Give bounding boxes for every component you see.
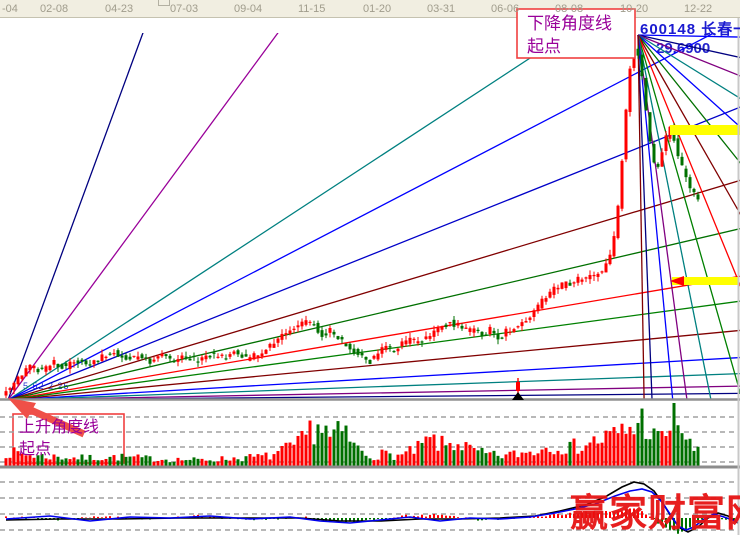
macd-dif-line: [5, 488, 739, 531]
yellow-price-marker[interactable]: [672, 277, 738, 285]
descending-annotation-box[interactable]: [516, 8, 636, 59]
candlestick-series: [4, 45, 700, 398]
event-marker-candle: [516, 382, 520, 391]
axis-date-label: 02-08: [40, 3, 69, 15]
ascending-gann-line[interactable]: [7, 130, 740, 400]
yellow-marker-red-tip: [670, 276, 684, 286]
ascending-gann-line[interactable]: [7, 362, 740, 400]
ascending-gann-line[interactable]: [7, 0, 740, 400]
ascending-gann-line[interactable]: [7, 0, 740, 400]
axis-date-label: 07-03: [170, 3, 199, 15]
axis-date-label: 09-04: [234, 3, 263, 15]
fan-origin-value-label: 5.52 2.25: [23, 381, 70, 391]
axis-date-label: -04: [2, 3, 18, 15]
ascending-gann-line[interactable]: [7, 62, 740, 400]
ascending-gann-line[interactable]: [7, 0, 740, 400]
ascending-gann-line[interactable]: [7, 0, 740, 400]
descending-annotation-line1: 下降角度线: [527, 14, 612, 33]
ascending-gann-line[interactable]: [7, 0, 740, 400]
ascending-annotation-line2: 起点: [19, 441, 52, 458]
axis-date-label: 06-06: [491, 3, 520, 15]
axis-date-label: 10-20: [620, 3, 649, 15]
axis-corner-mark: [158, 0, 170, 6]
axis-date-label: 08-08: [555, 3, 584, 15]
axis-date-label: 01-20: [363, 3, 392, 15]
descending-gann-line[interactable]: [637, 34, 740, 475]
descending-fan-annotation-text[interactable]: 下降角度线 起点: [527, 12, 612, 58]
ascending-annotation-line1: 上升角度线: [19, 419, 100, 436]
ascending-gann-line[interactable]: [7, 210, 740, 400]
gann-fan-lines: [7, 0, 740, 475]
yellow-price-marker[interactable]: [670, 125, 740, 135]
ascending-gann-line[interactable]: [7, 0, 740, 400]
volume-bars: [4, 403, 700, 466]
descending-annotation-line2: 起点: [527, 37, 561, 56]
ascending-gann-line[interactable]: [7, 0, 740, 400]
stock-code-name: 600148 长春一东: [640, 21, 740, 38]
ascending-gann-line[interactable]: [7, 382, 740, 400]
event-marker-triangle[interactable]: [512, 392, 524, 400]
origin-arrow-shaft: [22, 403, 86, 438]
axis-date-label: 11-15: [298, 3, 326, 15]
ascending-gann-line[interactable]: [7, 328, 740, 400]
axis-date-label: 12-22: [684, 3, 713, 15]
ascending-fan-annotation-text[interactable]: 上升角度线 起点: [19, 417, 99, 461]
ascending-gann-line[interactable]: [7, 284, 740, 400]
origin-arrow-head: [8, 398, 36, 419]
axis-date-label: 04-23: [105, 3, 134, 15]
axis-date-label: 03-31: [427, 3, 456, 15]
site-watermark: 赢家财富网: [570, 493, 740, 535]
